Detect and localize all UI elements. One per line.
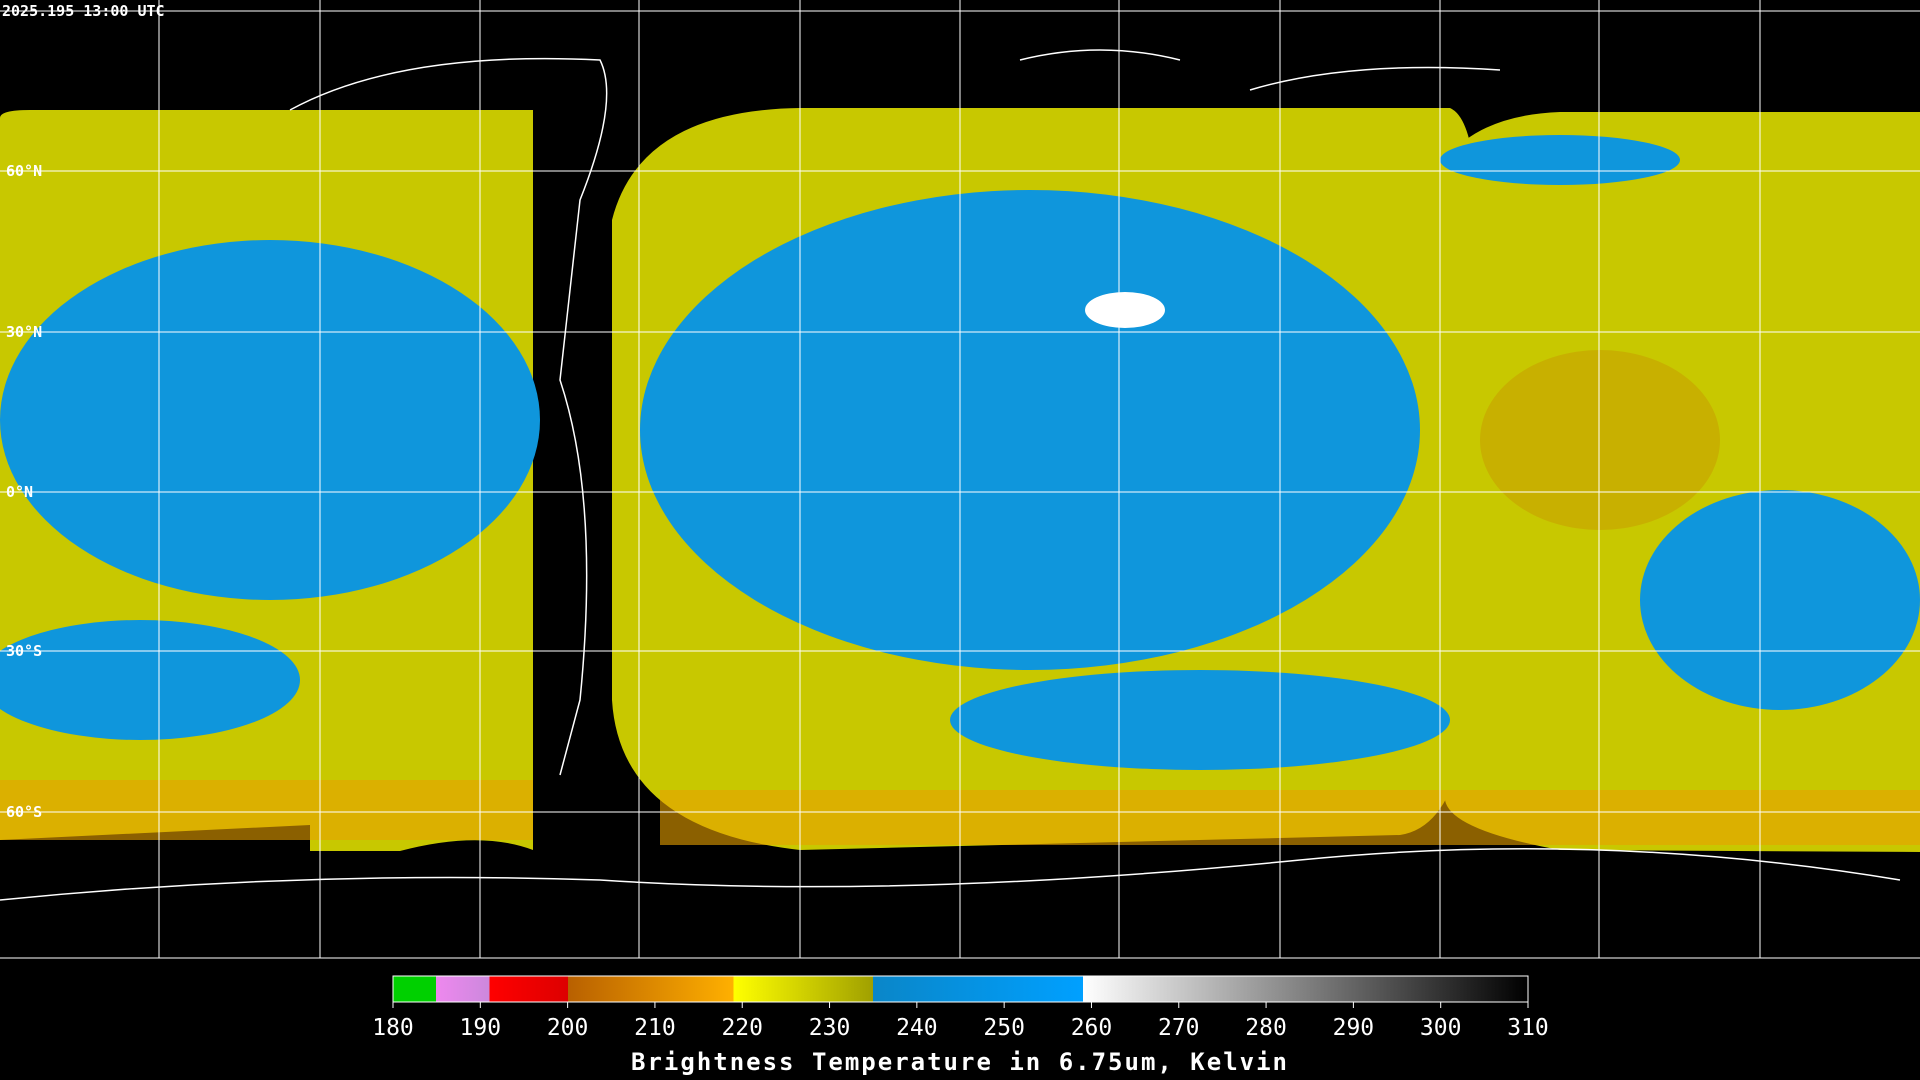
latitude-label: 60°S	[6, 803, 42, 821]
moisture-region	[950, 670, 1450, 770]
colorbar-tick-label: 240	[896, 1015, 938, 1041]
colorbar-tick-label: 200	[547, 1015, 589, 1041]
colorbar-tick-label: 210	[634, 1015, 676, 1041]
coastline	[289, 57, 608, 776]
coastline	[1019, 49, 1501, 91]
colorbar-tick-label: 260	[1071, 1015, 1113, 1041]
colorbar-tick-label: 180	[372, 1015, 414, 1041]
cold-band	[0, 780, 533, 840]
latitude-label: 30°S	[6, 642, 42, 660]
colorbar-ticks: 180 190 200 210 220 230 240 250 260 270 280 290 300 3…	[372, 1002, 1549, 1041]
graticule	[0, 0, 1920, 959]
coastlines	[0, 49, 1901, 901]
colorbar-tick-label: 270	[1158, 1015, 1200, 1041]
dry-spot	[1085, 292, 1165, 328]
colorbar	[392, 975, 1529, 1003]
coastline	[0, 848, 1901, 901]
satellite-imagery	[0, 108, 1920, 852]
latitude-label: 30°N	[6, 323, 42, 341]
colorbar-tick-label: 310	[1507, 1015, 1549, 1041]
colorbar-tick-label: 280	[1245, 1015, 1287, 1041]
colorbar-tick-label: 300	[1420, 1015, 1462, 1041]
latitude-label: 60°N	[6, 162, 42, 180]
latitude-labels: 60°N 30°N 0°N 30°S 60°S	[6, 162, 42, 821]
colorbar-tick-label: 220	[721, 1015, 763, 1041]
moisture-region	[640, 190, 1420, 670]
cold-band	[660, 790, 1920, 845]
colorbar-title: Brightness Temperature in 6.75um, Kelvin	[631, 1048, 1289, 1076]
latitude-label: 0°N	[6, 483, 33, 501]
colorbar-tick-label: 250	[983, 1015, 1025, 1041]
moisture-region	[0, 620, 300, 740]
colorbar-tick-label: 190	[460, 1015, 502, 1041]
moisture-region	[1640, 490, 1920, 710]
timestamp: 2025.195 13:00 UTC	[2, 2, 165, 20]
moisture-region	[0, 240, 540, 600]
colorbar-tick-label: 230	[809, 1015, 851, 1041]
moisture-region	[1440, 135, 1680, 185]
convection-region	[1480, 350, 1720, 530]
colorbar-tick-label: 290	[1333, 1015, 1375, 1041]
